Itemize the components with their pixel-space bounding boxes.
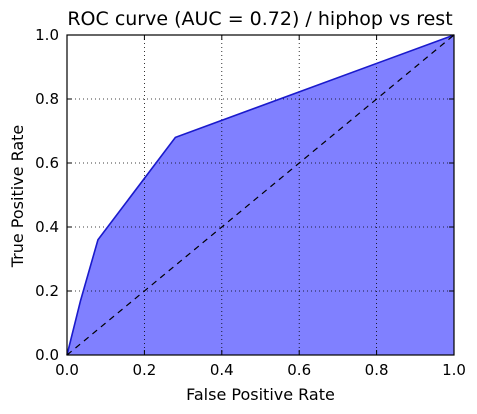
x-tick-label: 1.0 xyxy=(442,361,466,379)
y-tick-label: 0.8 xyxy=(35,90,59,108)
chance-diagonal-line xyxy=(66,34,455,356)
x-tick-label: 0.2 xyxy=(132,361,156,379)
y-tick-label: 0.4 xyxy=(35,218,59,236)
y-axis-label: True Positive Rate xyxy=(8,125,27,269)
plot-area xyxy=(66,34,455,356)
y-tick-label: 1.0 xyxy=(35,26,59,44)
x-tick-label: 0.6 xyxy=(287,361,311,379)
y-axis-ticks: 0.0 0.2 0.4 0.6 0.8 1.0 xyxy=(35,26,454,364)
y-tick-label: 0.0 xyxy=(35,346,59,364)
plot-frame xyxy=(66,34,455,356)
chart-title: ROC curve (AUC = 0.72) / hiphop vs rest xyxy=(67,8,452,30)
x-tick-label: 0.8 xyxy=(365,361,389,379)
x-tick-label: 0.4 xyxy=(210,361,234,379)
x-axis-ticks: 0.0 0.2 0.4 0.6 0.8 1.0 xyxy=(55,35,466,379)
y-tick-label: 0.2 xyxy=(35,282,59,300)
y-tick-label: 0.6 xyxy=(35,154,59,172)
x-tick-label: 0.0 xyxy=(55,361,79,379)
x-axis-label: False Positive Rate xyxy=(186,385,335,404)
roc-curve-line xyxy=(66,34,455,356)
